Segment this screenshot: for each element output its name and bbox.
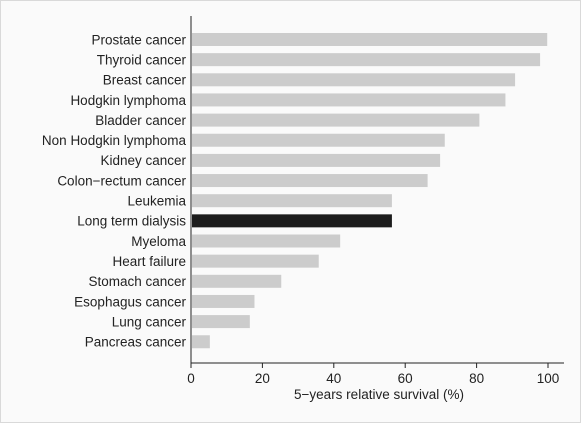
category-label-pancreas-cancer: Pancreas cancer bbox=[85, 335, 187, 350]
bar-hodgkin-lymphoma bbox=[192, 93, 506, 107]
x-tick-label-80: 80 bbox=[469, 371, 484, 386]
bars-group bbox=[192, 33, 548, 349]
category-label-kidney-cancer: Kidney cancer bbox=[100, 153, 186, 168]
bar-thyroid-cancer bbox=[192, 53, 541, 67]
bar-kidney-cancer bbox=[192, 153, 441, 167]
bar-esophagus-cancer bbox=[192, 294, 255, 308]
category-label-breast-cancer: Breast cancer bbox=[103, 73, 187, 88]
bar-colon-rectum-cancer bbox=[192, 174, 428, 188]
category-label-stomach-cancer: Stomach cancer bbox=[88, 274, 186, 289]
category-label-colon-rectum-cancer: Colon−rectum cancer bbox=[57, 173, 186, 188]
category-label-leukemia: Leukemia bbox=[127, 194, 186, 209]
x-axis-title: 5−years relative survival (%) bbox=[294, 387, 464, 402]
category-label-thyroid-cancer: Thyroid cancer bbox=[97, 52, 187, 67]
x-tick-label-100: 100 bbox=[537, 371, 560, 386]
bar-lung-cancer bbox=[192, 315, 250, 329]
bar-prostate-cancer bbox=[192, 33, 548, 46]
bar-stomach-cancer bbox=[192, 274, 282, 288]
category-label-heart-failure: Heart failure bbox=[112, 254, 186, 269]
category-label-esophagus-cancer: Esophagus cancer bbox=[74, 294, 186, 309]
bar-pancreas-cancer bbox=[192, 335, 210, 349]
bar-heart-failure bbox=[192, 254, 319, 268]
bar-myeloma bbox=[192, 234, 341, 248]
x-tick-label-20: 20 bbox=[255, 371, 270, 386]
bar-breast-cancer bbox=[192, 73, 516, 87]
bar-leukemia bbox=[192, 194, 392, 208]
category-labels: Prostate cancer Thyroid cancer Breast canc… bbox=[42, 32, 187, 349]
category-label-hodgkin-lymphoma: Hodgkin lymphoma bbox=[70, 93, 186, 108]
bar-long-term-dialysis bbox=[192, 214, 392, 228]
category-label-prostate-cancer: Prostate cancer bbox=[91, 32, 186, 47]
category-label-non-hodgkin-lymphoma: Non Hodgkin lymphoma bbox=[42, 133, 187, 148]
axes-group bbox=[190, 16, 564, 364]
x-tick-label-0: 0 bbox=[187, 371, 195, 386]
bar-bladder-cancer bbox=[192, 113, 480, 127]
category-label-lung-cancer: Lung cancer bbox=[112, 314, 187, 329]
bar-non-hodgkin-lymphoma bbox=[192, 133, 445, 147]
x-ticks: 0 20 40 60 80 100 bbox=[187, 363, 559, 386]
category-label-bladder-cancer: Bladder cancer bbox=[95, 113, 186, 128]
category-label-myeloma: Myeloma bbox=[131, 234, 186, 249]
x-tick-label-40: 40 bbox=[326, 371, 341, 386]
x-tick-label-60: 60 bbox=[398, 371, 413, 386]
category-label-long-term-dialysis: Long term dialysis bbox=[77, 214, 186, 229]
